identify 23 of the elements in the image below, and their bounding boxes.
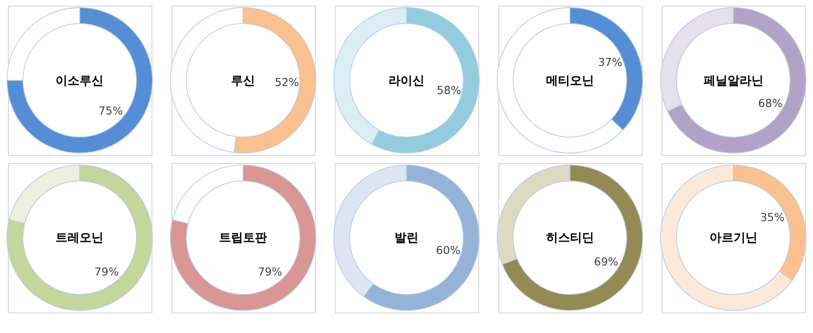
donut-slice — [170, 164, 316, 311]
text: 메티오닌 — [546, 73, 594, 88]
donut-slice — [6, 164, 153, 311]
data-label: 69% — [594, 255, 618, 268]
text: 트레오닌 — [56, 230, 104, 245]
data-label: 35% — [760, 210, 785, 224]
text: 히스티딘 — [546, 230, 594, 245]
data-label: 60% — [436, 244, 460, 258]
text: 이소루신 — [56, 73, 104, 88]
data-label: 68% — [758, 96, 782, 110]
text: 아르기닌 — [709, 230, 758, 245]
donut-slice — [6, 7, 153, 154]
text: 트립토판 — [219, 230, 268, 245]
data-label: 75% — [98, 104, 123, 118]
text: 루신 — [231, 73, 256, 88]
data-label: 58% — [436, 84, 462, 98]
data-label: 52% — [274, 76, 300, 90]
text: 라이신 — [388, 73, 424, 88]
data-label: 79% — [94, 265, 119, 278]
data-label: 37% — [598, 56, 622, 69]
data-label: 79% — [258, 265, 282, 278]
text: 페닐알라닌 — [703, 73, 764, 88]
text: 발린 — [394, 230, 418, 245]
